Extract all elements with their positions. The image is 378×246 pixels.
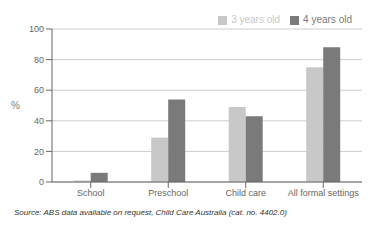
svg-text:100: 100	[29, 24, 44, 34]
svg-text:School: School	[77, 188, 105, 198]
svg-text:0: 0	[39, 177, 44, 187]
svg-text:20: 20	[34, 147, 44, 157]
svg-text:80: 80	[34, 55, 44, 65]
svg-text:Child care: Child care	[225, 188, 266, 198]
svg-text:All formal settings: All formal settings	[288, 188, 360, 198]
svg-text:60: 60	[34, 85, 44, 95]
svg-text:Preschool: Preschool	[148, 188, 188, 198]
html-text:Source: ABS data available on: Source: ABS data available on request, C…	[14, 208, 287, 217]
html-text:4 years old: 4 years old	[303, 14, 352, 25]
svg-text:40: 40	[34, 116, 44, 126]
svg-text:%: %	[11, 100, 20, 111]
html-text:3 years old: 3 years old	[231, 14, 281, 25]
